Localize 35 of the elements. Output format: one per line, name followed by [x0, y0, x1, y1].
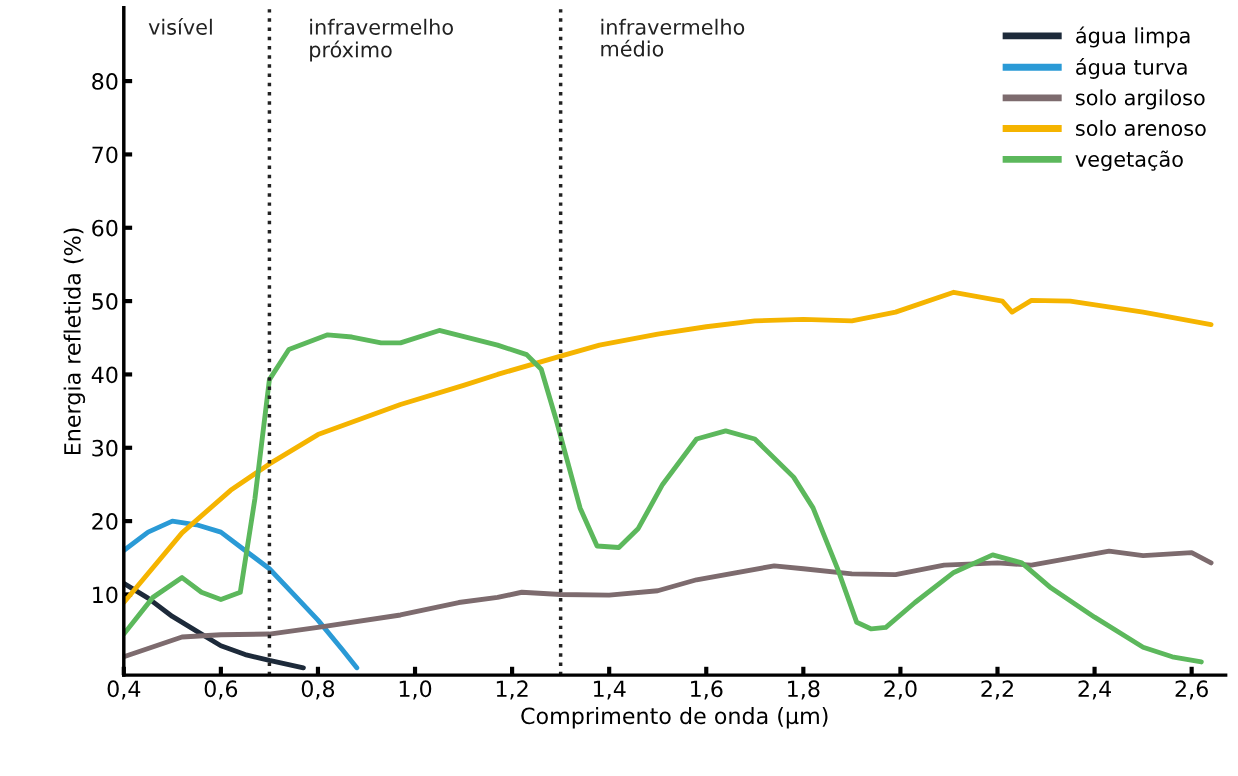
- line-series: [123, 581, 306, 671]
- x-tick-label: 2,0: [884, 680, 917, 700]
- annotation: visível: [148, 17, 212, 35]
- legend-label: vegetação: [1075, 150, 1183, 172]
- x-tick-label: 2,6: [1175, 680, 1208, 700]
- y-tick-label: 20: [92, 513, 118, 530]
- line-series: [123, 289, 1214, 605]
- x-tick-label: 0,8: [301, 680, 335, 700]
- legend-label: solo argiloso: [1076, 89, 1205, 110]
- annotation: infravermelho médio: [601, 18, 745, 57]
- x-tick-label: 1,8: [788, 680, 820, 700]
- x-tick-label: 1,0: [399, 680, 432, 700]
- y-tick-label: 80: [92, 73, 118, 90]
- y-tick-label: 40: [91, 366, 118, 384]
- x-tick-label: 1,6: [691, 680, 723, 700]
- y-tick-label: 30: [92, 439, 118, 457]
- x-tick-label: 1,2: [496, 680, 528, 700]
- x-tick-label: 0,4: [107, 680, 141, 700]
- y-tick-label: 60: [92, 219, 118, 237]
- x-tick-label: 2,2: [981, 680, 1013, 700]
- y-axis-title: Energia refletida (%): [63, 228, 86, 455]
- y-tick-label: 10: [93, 586, 118, 604]
- annotation: infravermelho próximo: [310, 18, 453, 62]
- x-tick-label: 0,6: [204, 680, 238, 700]
- line-series: [123, 548, 1214, 660]
- x-axis-title: Comprimento de onda (μm): [521, 707, 828, 729]
- x-tick-label: 2,4: [1078, 680, 1111, 700]
- y-tick-label: 50: [92, 293, 118, 310]
- line-series: [123, 518, 360, 671]
- legend-label: água limpa: [1076, 26, 1190, 48]
- legend-label: água turva: [1076, 57, 1187, 79]
- y-tick-label: 70: [92, 146, 118, 164]
- x-tick-label: 1,4: [593, 680, 626, 700]
- legend-label: solo arenoso: [1076, 119, 1206, 137]
- line-series: [123, 328, 1204, 665]
